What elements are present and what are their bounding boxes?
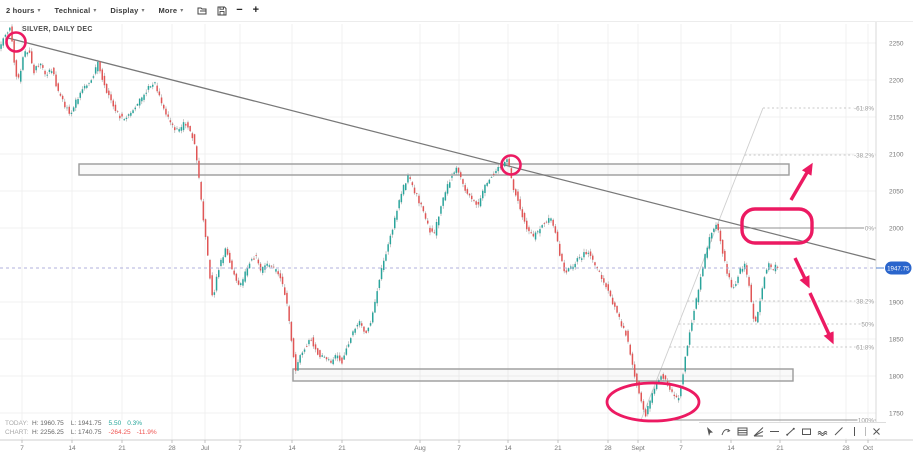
chevron-down-icon: ▾ xyxy=(141,7,145,14)
date-axis-label: 14 xyxy=(68,445,76,452)
menu-display[interactable]: Display ▾ xyxy=(110,6,144,15)
zoom-out-icon[interactable]: − xyxy=(236,4,243,16)
price-axis-label: 1900 xyxy=(889,299,904,306)
legend-row-chart: CHART: H: 2256.25 L: 1740.75 -264.25 -11… xyxy=(5,429,163,438)
chevron-down-icon: ▾ xyxy=(37,7,41,14)
price-axis-label: 2150 xyxy=(889,114,904,121)
date-axis-label: 21 xyxy=(118,445,126,452)
ray-icon[interactable] xyxy=(833,426,844,437)
highlight-rounded-rect[interactable] xyxy=(740,207,814,245)
chevron-down-icon: ▾ xyxy=(180,7,184,14)
date-axis-label: 7 xyxy=(20,445,24,452)
date-axis-label: 21 xyxy=(338,445,346,452)
cursor-icon[interactable] xyxy=(705,426,716,437)
price-axis-label: 2050 xyxy=(889,188,904,195)
direction-arrow[interactable] xyxy=(789,162,813,201)
date-axis-label: 7 xyxy=(238,445,242,452)
brush-icon[interactable] xyxy=(817,426,828,437)
fib-level-label: -61.8% xyxy=(854,105,874,112)
fib-level-label: 100% xyxy=(858,417,875,424)
date-axis-label: Sept xyxy=(631,445,645,452)
legend-chart-high: H: 2256.25 xyxy=(32,428,64,436)
fib-retracement[interactable]: -61.8% -38.2% 0% 38.2% 50% 61.8% 100% xyxy=(640,104,876,425)
highlight-circle[interactable] xyxy=(500,154,522,176)
legend-today-change-pct: 0.3% xyxy=(127,420,143,427)
legend-chart-label: CHART: xyxy=(5,428,29,436)
horizontal-line-icon[interactable] xyxy=(769,426,780,437)
annotations[interactable] xyxy=(5,31,834,423)
date-axis-label: 14 xyxy=(504,445,512,452)
direction-arrow[interactable] xyxy=(793,257,810,289)
price-axis-label: 2250 xyxy=(889,40,904,47)
fib-grid-icon[interactable] xyxy=(737,426,748,437)
sr-zones[interactable] xyxy=(78,163,794,382)
date-axis-label: 28 xyxy=(168,445,176,452)
top-toolbar: 2 hours ▾ Technical ▾ Display ▾ More ▾ −… xyxy=(0,0,913,22)
legend-chart-change: -264.25 xyxy=(108,428,131,436)
date-axis-label: Jul xyxy=(201,445,210,452)
svg-text:1947.75: 1947.75 xyxy=(887,265,910,272)
date-axis-label: Oct xyxy=(863,445,873,452)
date-axis-label: 14 xyxy=(288,445,296,452)
drawing-toolbar xyxy=(699,422,886,438)
price-axis-label: 1800 xyxy=(889,373,904,380)
toolbar-separator xyxy=(865,427,866,436)
trend-line-icon[interactable] xyxy=(785,426,796,437)
chart-legend: TODAY: H: 1960.75 L: 1941.75 5.50 0.3% C… xyxy=(5,420,163,437)
chart-symbol-label: SILVER, DAILY DEC xyxy=(22,26,93,33)
fib-level-label: -38.2% xyxy=(854,152,874,159)
legend-today-high: H: 1960.75 xyxy=(32,420,64,427)
price-axis-label: 2200 xyxy=(889,77,904,84)
legend-today-label: TODAY: xyxy=(5,420,29,427)
save-icon[interactable] xyxy=(217,6,227,16)
fib-level-label: 50% xyxy=(861,321,874,328)
polyline-icon[interactable] xyxy=(721,426,732,437)
rectangle-icon[interactable] xyxy=(801,426,812,437)
vertical-line-icon[interactable] xyxy=(849,426,860,437)
price-axis-label: 2100 xyxy=(889,151,904,158)
price-axis-label: 1850 xyxy=(889,336,904,343)
fib-level-label: 38.2% xyxy=(856,298,874,305)
descending-trendline[interactable] xyxy=(7,37,877,261)
menu-technical-label: Technical xyxy=(54,6,91,15)
candles-up xyxy=(0,27,777,415)
candle-wicks xyxy=(0,24,778,418)
legend-today-change: 5.50 xyxy=(108,420,122,427)
price-axis-label: 2000 xyxy=(889,225,904,232)
direction-arrow[interactable] xyxy=(808,292,834,345)
date-axis-label: Aug xyxy=(414,445,426,452)
date-axis-label: 14 xyxy=(727,445,735,452)
open-file-icon[interactable] xyxy=(197,6,208,15)
menu-display-label: Display xyxy=(110,6,139,15)
menu-technical[interactable]: Technical ▾ xyxy=(55,6,97,15)
date-axis-label: 7 xyxy=(679,445,683,452)
highlight-ellipse[interactable] xyxy=(605,381,701,423)
fib-level-label: 61.8% xyxy=(856,344,874,351)
menu-more-label: More xyxy=(158,6,178,15)
date-axis-label: 28 xyxy=(842,445,850,452)
date-axis-label: 21 xyxy=(554,445,562,452)
last-price-badge: 1947.75 xyxy=(876,261,912,275)
date-axis-label: 28 xyxy=(604,445,612,452)
menu-timeframe[interactable]: 2 hours ▾ xyxy=(6,6,41,15)
legend-today-low: L: 1941.75 xyxy=(70,420,102,427)
zoom-in-icon[interactable]: + xyxy=(252,4,260,16)
angle-lines-icon[interactable] xyxy=(753,426,764,437)
date-axis-label: 21 xyxy=(776,445,784,452)
menu-timeframe-label: 2 hours xyxy=(6,6,35,15)
gridlines xyxy=(0,24,876,440)
axes: 2250 2200 2150 2100 2050 2000 1900 1850 1800 1750… xyxy=(0,22,913,452)
menu-more[interactable]: More ▾ xyxy=(158,6,183,15)
legend-chart-change-pct: -11.9% xyxy=(136,428,157,436)
legend-chart-low: L: 1740.75 xyxy=(70,428,102,436)
highlight-circle[interactable] xyxy=(5,31,27,53)
fib-level-label: 0% xyxy=(865,225,875,232)
price-axis-label: 1750 xyxy=(889,410,904,417)
date-axis-label: 7 xyxy=(457,445,461,452)
close-icon[interactable] xyxy=(871,426,882,437)
legend-row-today: TODAY: H: 1960.75 L: 1941.75 5.50 0.3% xyxy=(5,420,163,429)
chevron-down-icon: ▾ xyxy=(93,7,97,14)
